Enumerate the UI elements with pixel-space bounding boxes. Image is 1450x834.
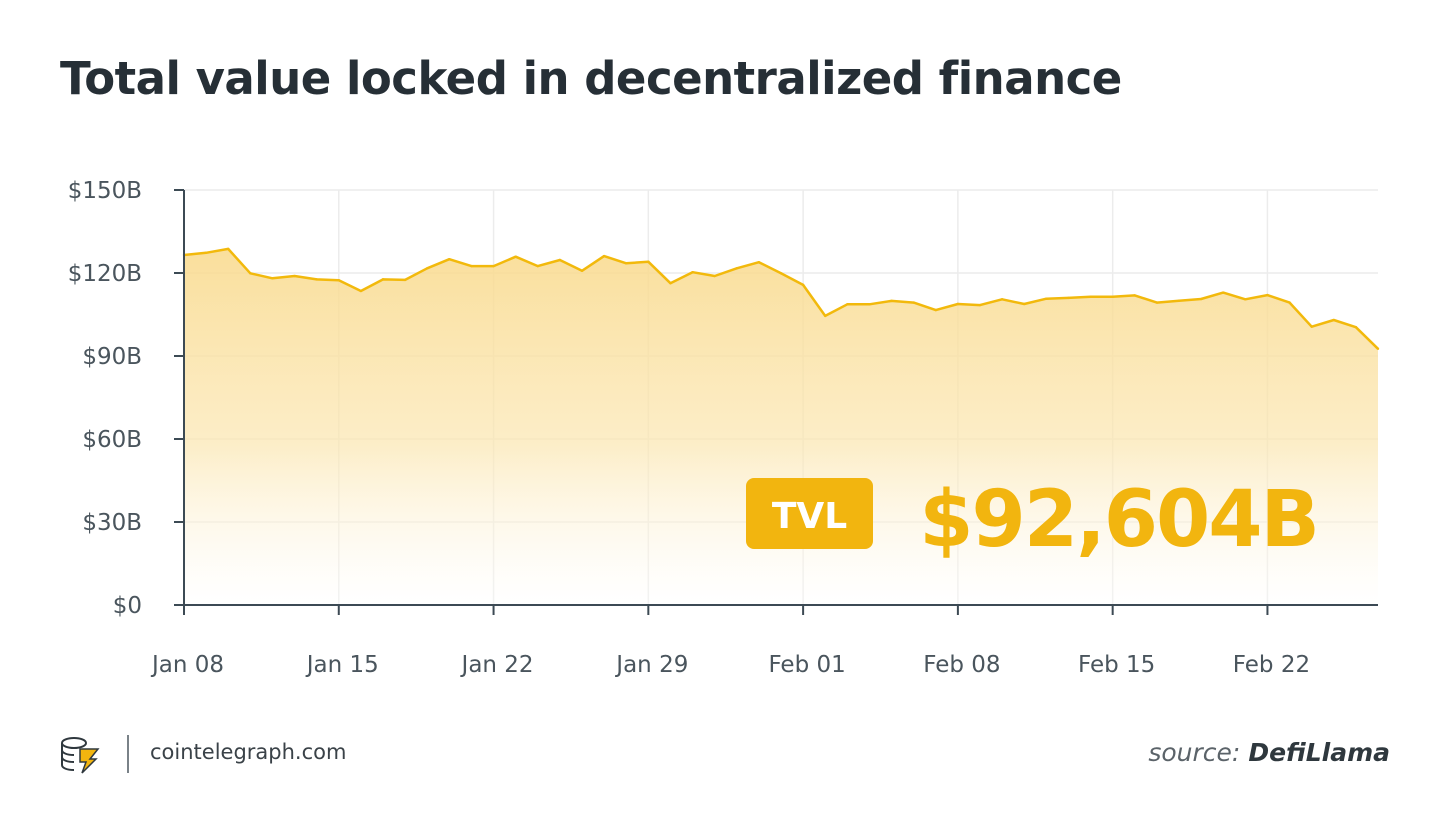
data-point [1288,301,1291,304]
site-url[interactable]: cointelegraph.com [150,740,347,764]
data-point [713,274,716,278]
x-tick-label: Jan 29 [614,652,688,678]
data-point [1000,298,1004,301]
x-tick-label: Jan 15 [305,652,379,678]
data-point [271,277,274,280]
data-point [602,254,606,258]
data-point [426,267,429,270]
data-point [868,303,871,306]
cointelegraph-logo-icon [61,737,100,774]
x-tick-label: Feb 15 [1078,652,1155,678]
data-point [492,264,495,268]
data-point [669,282,672,285]
data-point [1067,296,1070,300]
data-point [801,283,805,287]
data-point [846,303,849,306]
data-point [359,289,363,293]
y-tick-label: $150B [68,178,142,204]
source-prefix: source: [1148,738,1241,767]
tvl-annotation: TVL $92,604B [746,475,1320,565]
data-point [337,278,340,282]
data-point [1199,297,1203,301]
data-point [1155,301,1159,304]
y-tick-label: $120B [68,261,142,287]
data-point [978,303,982,307]
x-tick-label: Jan 22 [460,652,534,678]
data-point [1354,326,1358,329]
tvl-badge-label: TVL [772,496,847,537]
data-points [182,247,1380,351]
data-point [536,264,539,268]
x-tick-label: Feb 22 [1233,652,1310,678]
chart-title: Total value locked in decentralized fina… [60,52,1122,105]
data-point [249,272,252,275]
data-point [824,314,827,318]
x-tick-label: Jan 08 [150,652,224,678]
y-tick-label: $90B [82,344,142,370]
data-point [779,272,783,275]
data-point [1177,299,1181,302]
data-point [757,261,761,264]
data-point [470,264,473,268]
x-tick-label: Feb 08 [923,652,1000,678]
data-point [448,257,451,261]
data-point [1023,302,1026,306]
tvl-badge [746,478,873,549]
source-credit: source: DefiLlama [1148,738,1390,767]
data-point [1045,297,1048,300]
data-point [1310,325,1313,328]
data-point [890,299,893,303]
tvl-value: $92,604B [919,475,1318,565]
data-point [1266,293,1269,297]
data-point [691,270,694,274]
data-point [1089,295,1092,298]
data-point [735,267,738,270]
area-fill [184,248,1378,605]
y-tick-label: $0 [113,593,142,619]
source-name: DefiLlama [1248,738,1390,767]
data-point [1133,294,1136,297]
data-point [293,274,296,278]
data-point [580,269,584,272]
data-point [647,260,650,263]
data-point [1111,295,1114,298]
data-point [912,301,915,304]
data-point [403,278,407,282]
data-point [204,251,208,255]
data-point [1244,298,1247,301]
data-point [934,308,937,312]
data-point [956,302,960,306]
data-point [381,278,385,281]
x-tick-label: Feb 01 [768,652,845,678]
data-point [1332,318,1335,322]
data-point [514,255,517,258]
data-point [558,258,562,262]
footer-divider [127,735,129,773]
data-point [227,247,230,251]
data-point [625,262,628,265]
data-point [315,278,318,281]
y-tick-label: $30B [82,510,142,536]
data-point [1222,291,1225,294]
y-tick-label: $60B [82,427,142,453]
data-point [1376,347,1380,351]
